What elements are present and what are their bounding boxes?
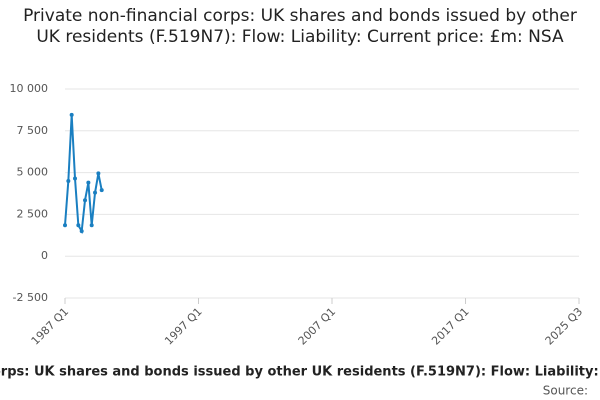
y-tick-label: 2 500 xyxy=(17,207,49,220)
x-tick-label: 2017 Q1 xyxy=(429,305,472,348)
data-point xyxy=(99,188,104,193)
legend-label: Private non-financial corps: UK shares a… xyxy=(0,365,600,380)
data-point xyxy=(63,223,67,228)
series-line xyxy=(64,114,103,235)
data-point xyxy=(73,176,78,181)
data-point xyxy=(76,223,81,228)
y-tick-label: -2 500 xyxy=(13,291,48,304)
data-point xyxy=(86,180,91,185)
data-point xyxy=(96,171,101,176)
data-point xyxy=(69,112,74,117)
data-point xyxy=(83,198,88,203)
chart-title: Private non-financial corps: UK shares a… xyxy=(23,6,577,47)
x-tick-label: 2025 Q3 xyxy=(543,305,586,348)
data-point xyxy=(79,229,84,234)
x-tick-label: 1987 Q1 xyxy=(29,305,72,348)
y-tick-label: 10 000 xyxy=(10,82,49,95)
data-point xyxy=(93,190,98,195)
data-point xyxy=(89,223,94,228)
x-tick-label: 1997 Q1 xyxy=(162,305,205,348)
y-tick-label: 5 000 xyxy=(17,166,49,179)
y-tick-label: 0 xyxy=(41,249,48,262)
source: Source: xyxy=(543,384,588,398)
y-tick-label: 7 500 xyxy=(17,124,49,137)
data-point xyxy=(66,178,71,183)
x-tick-label: 2007 Q1 xyxy=(296,305,339,348)
